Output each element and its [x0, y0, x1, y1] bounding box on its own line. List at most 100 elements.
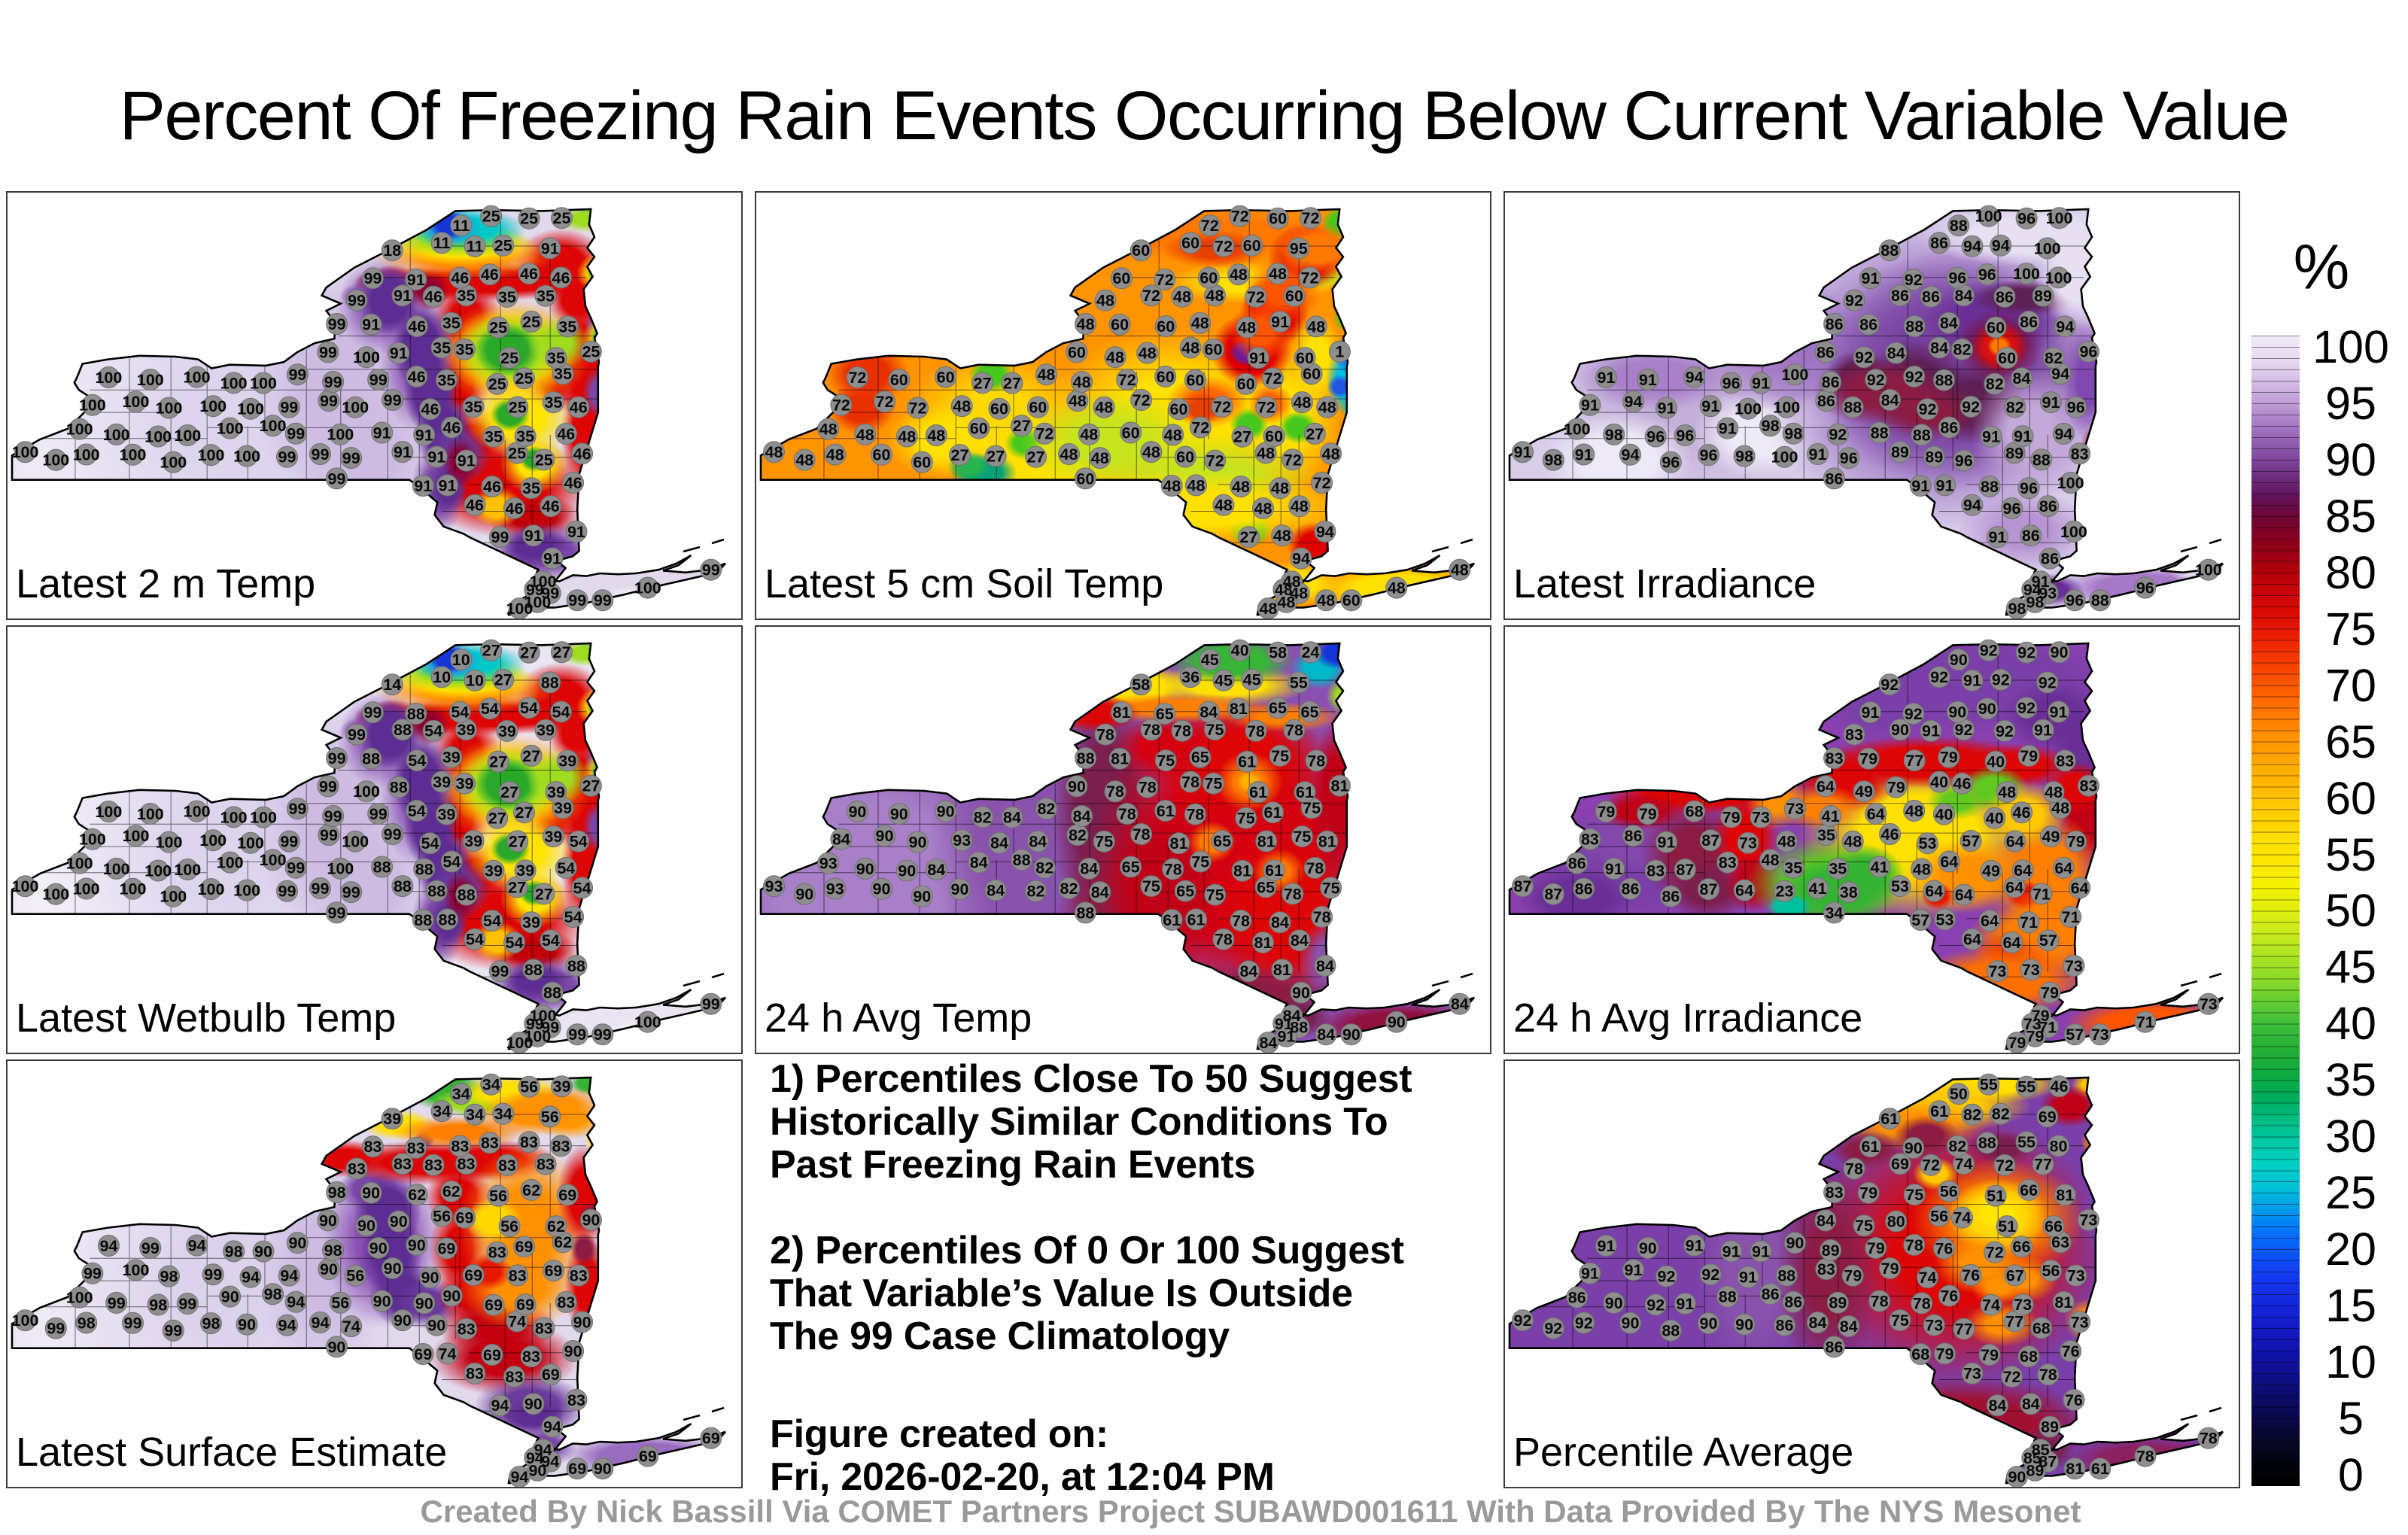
svg-text:35: 35: [1817, 826, 1835, 844]
svg-text:78: 78: [1173, 722, 1191, 740]
svg-text:94: 94: [543, 1418, 561, 1436]
svg-text:77: 77: [1905, 752, 1923, 770]
svg-text:91: 91: [415, 426, 433, 444]
svg-text:89: 89: [1925, 448, 1943, 467]
svg-text:69: 69: [485, 1296, 503, 1315]
svg-text:48: 48: [856, 426, 874, 444]
svg-text:57: 57: [2066, 1026, 2084, 1044]
svg-text:90: 90: [1388, 1014, 1406, 1032]
svg-text:100: 100: [42, 451, 69, 470]
svg-text:92: 92: [1701, 1266, 1719, 1284]
svg-text:46: 46: [552, 269, 570, 287]
svg-text:83: 83: [424, 1157, 442, 1175]
svg-text:100: 100: [342, 399, 369, 417]
svg-text:39: 39: [433, 773, 451, 791]
svg-text:39: 39: [458, 721, 476, 739]
svg-text:92: 92: [1880, 676, 1899, 694]
svg-text:48: 48: [1271, 479, 1289, 497]
svg-text:84: 84: [1840, 1318, 1858, 1336]
svg-text:48: 48: [1913, 860, 1931, 878]
svg-text:83: 83: [458, 1321, 476, 1339]
svg-text:96: 96: [1676, 427, 1694, 445]
svg-text:89: 89: [2005, 444, 2023, 462]
svg-text:86: 86: [1817, 392, 1835, 410]
svg-text:100: 100: [156, 400, 183, 418]
svg-text:91: 91: [1271, 313, 1289, 331]
svg-text:94: 94: [1316, 523, 1334, 541]
svg-text:27: 27: [974, 374, 992, 392]
svg-text:99: 99: [312, 880, 330, 898]
svg-text:64: 64: [2005, 878, 2023, 896]
svg-text:48: 48: [1451, 561, 1469, 579]
svg-text:64: 64: [2006, 832, 2024, 850]
svg-text:76: 76: [1940, 1287, 1958, 1305]
svg-text:27: 27: [489, 753, 507, 771]
svg-text:48: 48: [1060, 445, 1078, 464]
svg-text:90: 90: [384, 1260, 402, 1278]
svg-text:56: 56: [489, 1187, 507, 1205]
svg-text:89: 89: [1891, 443, 1909, 461]
svg-text:34: 34: [494, 1105, 512, 1123]
svg-text:71: 71: [2020, 913, 2038, 932]
svg-text:67: 67: [2006, 1266, 2024, 1284]
svg-text:39: 39: [554, 799, 572, 817]
svg-text:100: 100: [250, 375, 277, 393]
svg-text:99: 99: [280, 399, 298, 417]
svg-text:11: 11: [467, 238, 484, 256]
svg-text:Percentile Average: Percentile Average: [1513, 1430, 1853, 1475]
svg-text:90: 90: [913, 888, 931, 906]
svg-text:25: 25: [500, 349, 518, 367]
svg-text:34: 34: [466, 1106, 484, 1124]
svg-text:75: 75: [1293, 828, 1311, 846]
svg-text:72: 72: [1264, 369, 1282, 388]
svg-text:83: 83: [506, 1368, 524, 1386]
svg-text:78: 78: [1232, 912, 1250, 930]
svg-text:83: 83: [488, 1244, 506, 1262]
svg-text:83: 83: [535, 1319, 553, 1337]
svg-text:99: 99: [541, 585, 559, 603]
svg-text:74: 74: [508, 1312, 526, 1330]
svg-text:98: 98: [1784, 425, 1802, 443]
svg-text:86: 86: [1859, 316, 1877, 334]
svg-text:64: 64: [1867, 805, 1885, 823]
svg-text:94: 94: [2054, 425, 2072, 443]
svg-text:72: 72: [1142, 287, 1160, 305]
svg-text:100: 100: [73, 880, 100, 898]
svg-text:83: 83: [2079, 777, 2097, 795]
svg-text:100: 100: [95, 803, 122, 821]
svg-text:83: 83: [2071, 445, 2089, 463]
svg-text:48: 48: [1998, 783, 2016, 801]
svg-text:84: 84: [2013, 369, 2031, 388]
svg-text:84: 84: [1881, 391, 1899, 409]
svg-text:91: 91: [1922, 722, 1940, 740]
svg-text:35: 35: [516, 427, 534, 445]
svg-text:89: 89: [1829, 1294, 1847, 1312]
svg-text:56: 56: [541, 1108, 559, 1126]
svg-text:56: 56: [1930, 1207, 1948, 1225]
svg-text:90: 90: [1605, 1294, 1623, 1312]
svg-text:100: 100: [156, 834, 183, 852]
svg-text:100: 100: [530, 573, 557, 591]
svg-text:90: 90: [254, 1243, 272, 1261]
svg-text:39: 39: [456, 775, 474, 793]
svg-text:99: 99: [363, 269, 382, 287]
svg-text:27: 27: [482, 642, 500, 660]
svg-text:60: 60: [1199, 269, 1218, 287]
svg-text:54: 54: [421, 834, 439, 853]
svg-text:99: 99: [124, 1315, 142, 1333]
svg-text:83: 83: [466, 1365, 484, 1383]
svg-text:74: 74: [342, 1318, 360, 1336]
svg-text:91: 91: [407, 271, 425, 289]
svg-text:58: 58: [1269, 644, 1287, 662]
svg-text:78: 78: [1285, 722, 1303, 740]
svg-text:96: 96: [1662, 454, 1680, 472]
svg-text:86: 86: [2020, 313, 2038, 331]
svg-text:100: 100: [123, 1261, 150, 1279]
svg-text:60: 60: [1176, 448, 1194, 467]
svg-text:98: 98: [1735, 448, 1753, 466]
svg-text:39: 39: [558, 752, 576, 770]
svg-text:100: 100: [79, 831, 106, 849]
svg-text:60: 60: [890, 371, 908, 389]
svg-text:91: 91: [1275, 1015, 1293, 1033]
svg-text:73: 73: [1988, 962, 2006, 980]
